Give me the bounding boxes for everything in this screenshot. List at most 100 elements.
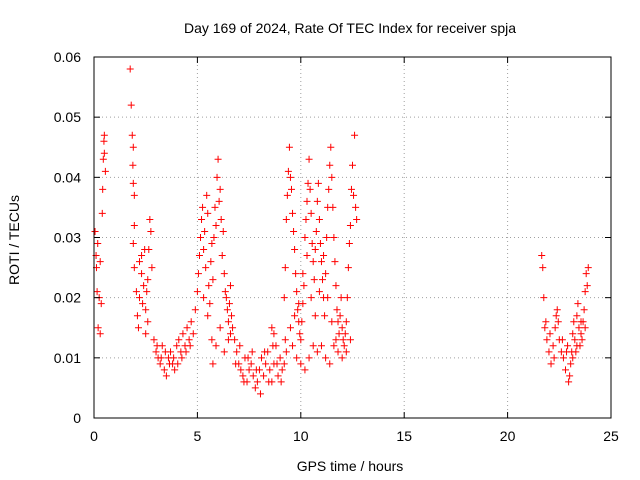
data-point	[317, 342, 325, 350]
data-point	[341, 330, 349, 338]
data-point	[96, 330, 104, 338]
data-point	[239, 372, 247, 380]
data-point	[283, 191, 291, 199]
data-point	[538, 252, 546, 260]
data-point	[140, 282, 148, 290]
data-point	[567, 360, 575, 368]
data-point	[290, 227, 298, 235]
data-point	[353, 215, 361, 223]
data-point	[342, 348, 350, 356]
data-point	[178, 354, 186, 362]
data-point	[287, 185, 295, 193]
data-point	[150, 336, 158, 344]
data-point	[173, 342, 181, 350]
data-point	[224, 318, 232, 326]
data-point	[100, 137, 108, 145]
data-point	[141, 246, 149, 254]
data-point	[156, 360, 164, 368]
data-point	[208, 240, 216, 248]
data-point	[240, 378, 248, 386]
data-point	[351, 131, 359, 139]
y-axis-label: ROTI / TECUs	[6, 195, 22, 285]
data-point	[222, 294, 230, 302]
x-tick-label: 20	[500, 428, 516, 444]
x-tick-label: 5	[194, 428, 202, 444]
data-point	[204, 209, 212, 217]
data-point	[546, 330, 554, 338]
x-tick-label: 25	[603, 428, 619, 444]
data-point	[298, 318, 306, 326]
data-point	[268, 324, 276, 332]
data-point	[185, 336, 193, 344]
data-point	[304, 179, 312, 187]
data-point	[326, 360, 334, 368]
data-point	[231, 336, 239, 344]
data-point	[266, 366, 274, 374]
data-point	[319, 276, 327, 284]
data-point	[212, 342, 220, 350]
data-point	[574, 300, 582, 308]
data-point	[315, 288, 323, 296]
data-point	[349, 161, 356, 169]
data-point	[277, 378, 285, 386]
data-point	[134, 324, 142, 332]
data-point	[293, 354, 301, 362]
y-tick-label: 0.02	[54, 290, 81, 306]
data-point	[346, 221, 354, 229]
data-point	[182, 348, 190, 356]
data-point	[540, 294, 548, 302]
data-point	[229, 324, 237, 332]
data-point	[189, 330, 197, 338]
data-point	[575, 324, 583, 332]
data-point	[340, 342, 348, 350]
data-point	[332, 282, 340, 290]
data-point	[539, 264, 547, 272]
data-point	[244, 354, 252, 362]
data-point	[303, 252, 311, 260]
data-point	[144, 276, 152, 284]
data-point	[297, 360, 305, 368]
data-point	[315, 215, 323, 223]
data-point	[223, 306, 231, 314]
data-point	[563, 348, 571, 356]
data-point	[236, 342, 244, 350]
data-point	[219, 227, 227, 235]
data-point	[276, 354, 284, 362]
data-point	[581, 324, 589, 332]
data-point	[195, 252, 203, 260]
data-point	[278, 366, 286, 374]
data-point	[99, 185, 107, 193]
data-point	[322, 270, 330, 278]
data-point	[547, 360, 555, 368]
data-point	[269, 342, 277, 350]
data-point	[233, 348, 241, 356]
data-point	[100, 149, 108, 157]
data-point	[335, 330, 343, 338]
data-point	[161, 348, 169, 356]
data-point	[333, 306, 341, 314]
x-tick-label: 0	[90, 428, 98, 444]
data-point	[570, 318, 578, 326]
data-point	[569, 354, 577, 362]
data-point	[352, 203, 360, 211]
data-point	[346, 336, 354, 344]
data-point	[323, 234, 331, 241]
data-point	[262, 360, 270, 368]
data-point	[329, 203, 337, 211]
x-tick-label: 10	[293, 428, 309, 444]
data-point	[209, 276, 217, 284]
data-point	[220, 348, 228, 356]
data-point	[311, 312, 319, 320]
data-point	[204, 312, 212, 320]
data-point	[573, 342, 581, 350]
data-point	[280, 294, 288, 302]
data-point	[130, 191, 138, 199]
data-point	[345, 240, 353, 248]
data-point	[542, 318, 550, 326]
data-point	[199, 203, 207, 211]
data-point	[214, 155, 222, 163]
data-point	[350, 191, 358, 199]
data-point	[175, 336, 183, 344]
data-point	[258, 354, 266, 362]
data-point	[302, 215, 310, 223]
